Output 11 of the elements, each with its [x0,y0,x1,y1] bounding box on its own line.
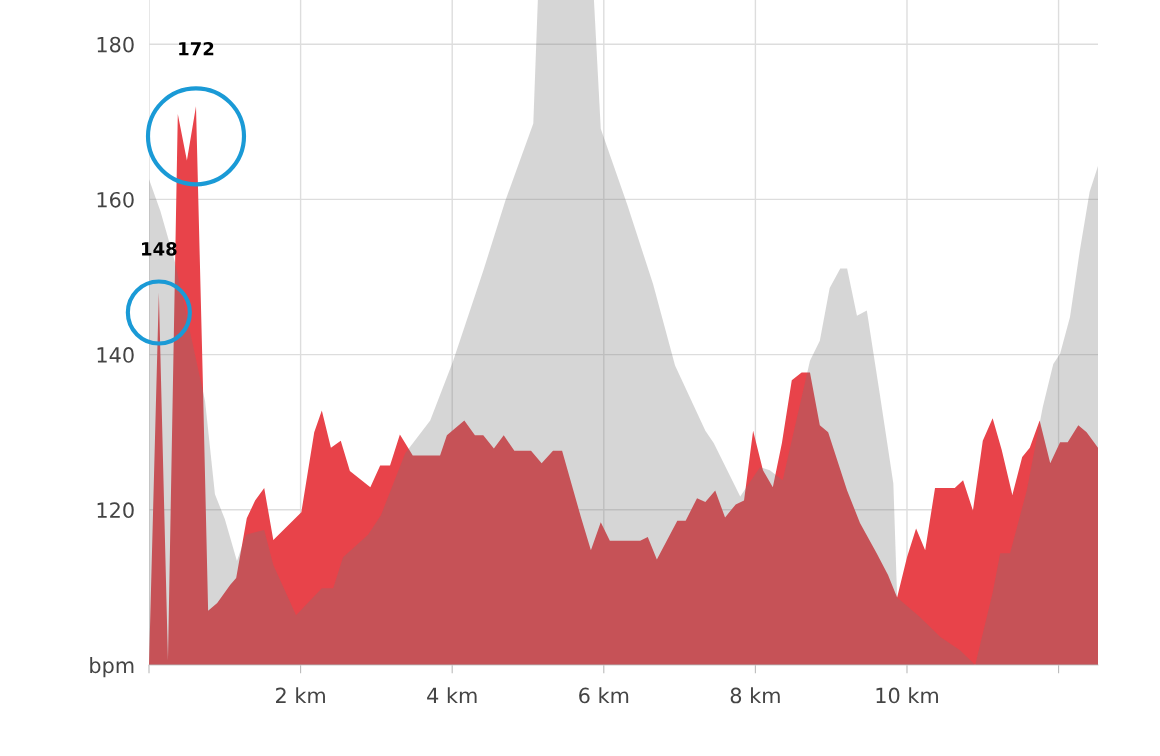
x-tick-label: 10 km [876,687,938,704]
x-tick-label: 4 km [427,687,477,704]
y-tick-label: 180 [97,36,134,53]
x-tick-label: 2 km [276,687,325,704]
y-tick-label: 160 [97,191,134,208]
y-tick-label: bpm [90,657,134,678]
y-tick-label: 140 [97,347,134,363]
y-tick-label: 120 [97,502,134,519]
annotation: 172 [179,41,214,56]
x-tick-label: 6 km [579,687,629,704]
x-tick-label: 8 km [730,687,780,704]
